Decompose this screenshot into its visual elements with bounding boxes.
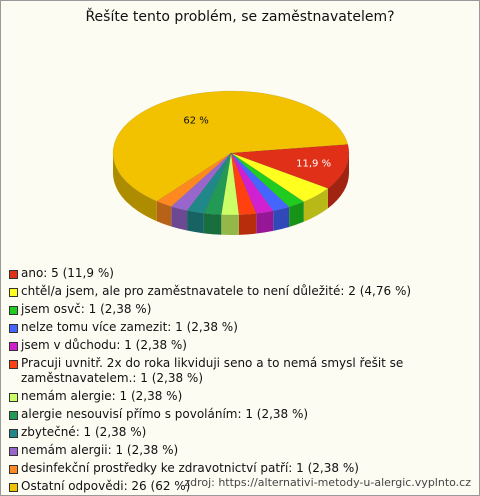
slice-side: [327, 153, 349, 209]
legend-swatch: [9, 288, 18, 297]
pie-slice: [230, 152, 305, 208]
legend-item: ano: 5 (11,9 %): [9, 266, 419, 281]
legend-item: nemám alergii: 1 (2,38 %): [9, 443, 419, 458]
pie-slice: [230, 152, 257, 216]
legend-label: nemám alergie: 1 (2,38 %): [21, 389, 183, 403]
legend-swatch: [9, 360, 18, 369]
pie-slice: [170, 152, 232, 211]
legend-swatch: [9, 465, 18, 474]
pie-slice: [112, 90, 349, 202]
legend-label: zbytečné: 1 (2,38 %): [21, 425, 147, 439]
legend-label: nelze tomu více zamezit: 1 (2,38 %): [21, 320, 238, 334]
legend-label: jsem v důchodu: 1 (2,38 %): [21, 338, 187, 352]
legend-swatch: [9, 393, 18, 402]
slice-side: [303, 188, 328, 222]
legend-item: nelze tomu více zamezit: 1 (2,38 %): [9, 320, 419, 335]
pie-slice: [156, 152, 232, 207]
slice-side: [113, 153, 157, 222]
pie-slice: [230, 152, 290, 212]
slice-side: [273, 206, 290, 231]
legend-item: zbytečné: 1 (2,38 %): [9, 425, 419, 440]
legend-swatch: [9, 270, 18, 279]
legend-item: chtěl/a jsem, ale pro zaměstnavatele to …: [9, 284, 419, 299]
legend-item: nemám alergie: 1 (2,38 %): [9, 389, 419, 404]
legend: ano: 5 (11,9 %) chtěl/a jsem, ale pro zam…: [9, 266, 419, 495]
legend-label: alergie nesouvisí přímo s povoláním: 1 (…: [21, 407, 309, 421]
legend-item: Pracuji uvnitř. 2x do roka likviduji sen…: [9, 356, 419, 386]
slice-side: [187, 210, 204, 234]
pie-slice: [230, 152, 329, 203]
chart-title: Řešíte tento problém, se zaměstnavatelem…: [85, 9, 395, 25]
legend-swatch: [9, 447, 18, 456]
legend-swatch: [9, 411, 18, 420]
legend-label: jsem osvč: 1 (2,38 %): [21, 302, 152, 316]
slice-side: [156, 201, 172, 227]
slice-side: [289, 201, 304, 227]
legend-item: alergie nesouvisí přímo s povoláním: 1 (…: [9, 407, 419, 422]
legend-label: Pracuji uvnitř. 2x do roka likviduji sen…: [21, 356, 404, 385]
pie-slice: [220, 152, 240, 216]
legend-label: ano: 5 (11,9 %): [21, 266, 114, 280]
legend-label: desinfekční prostředky ke zdravotnictví …: [21, 461, 359, 475]
legend-label: nemám alergii: 1 (2,38 %): [21, 443, 179, 457]
pie-area: 11,9 % 62 %: [112, 90, 350, 236]
source: zdroj: https://alternativi-metody-u-aler…: [184, 476, 471, 489]
slice-side: [203, 213, 222, 235]
legend-item: jsem v důchodu: 1 (2,38 %): [9, 338, 419, 353]
slice-side: [171, 206, 188, 231]
pie-slice: [186, 152, 232, 214]
legend-item: desinfekční prostředky ke zdravotnictví …: [9, 461, 419, 476]
legend-swatch: [9, 342, 18, 351]
pie-slice: [230, 152, 274, 214]
legend-swatch: [9, 429, 18, 438]
legend-label: Ostatní odpovědi: 26 (62 %): [21, 479, 191, 493]
slice-side: [238, 213, 257, 235]
slice-label: 11,9 %: [296, 158, 331, 169]
slice-label: 62 %: [183, 116, 208, 127]
pie-slice: [203, 152, 232, 216]
slice-side: [221, 214, 239, 236]
legend-swatch: [9, 324, 18, 333]
legend-swatch: [9, 306, 18, 315]
legend-item: Ostatní odpovědi: 26 (62 %): [9, 479, 419, 494]
pie-slice: [230, 144, 350, 189]
slice-side: [256, 210, 274, 234]
legend-label: chtěl/a jsem, ale pro zaměstnavatele to …: [21, 284, 412, 298]
legend-item: jsem osvč: 1 (2,38 %): [9, 302, 419, 317]
legend-swatch: [9, 483, 18, 492]
